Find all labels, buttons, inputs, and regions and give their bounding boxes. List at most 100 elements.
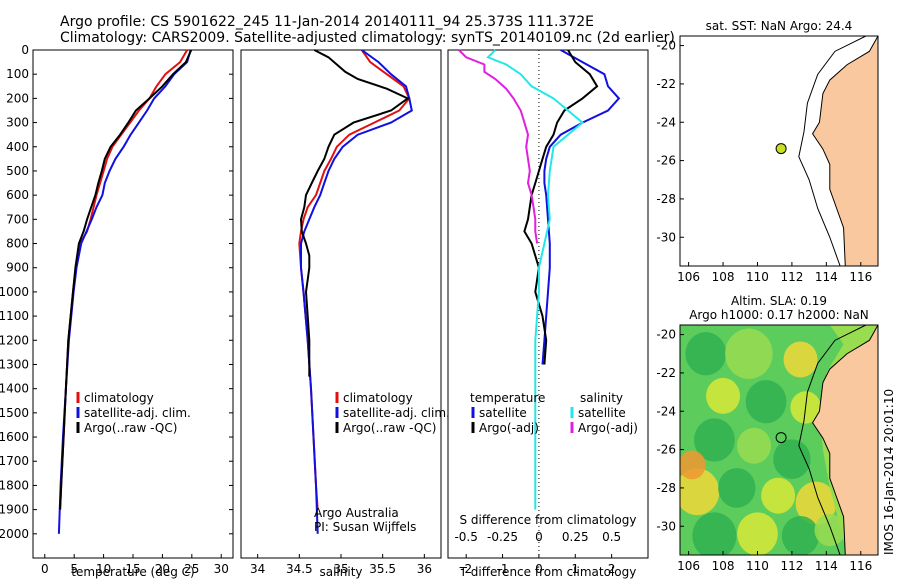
legend-label: satellite-adj. clim.	[343, 406, 450, 420]
x-tick-label-top: -0.25	[487, 530, 518, 544]
map-title: Argo h1000: 0.17 h2000: NaN	[689, 308, 869, 322]
imos-timestamp: IMOS 16-Jan-2014 20:01:10	[882, 389, 896, 555]
x-tick-label: 2	[608, 562, 616, 576]
y-tick-label: -26	[656, 443, 676, 457]
profile-location-marker	[775, 432, 787, 444]
sla-patch	[737, 427, 772, 464]
y-tick-label: 0	[21, 43, 29, 57]
x-tick-label-top: 0.25	[562, 530, 589, 544]
title-line-2: Climatology: CARS2009. Satellite-adjuste…	[60, 30, 675, 46]
y-tick-label: 1300	[0, 357, 29, 371]
y-tick-label: 1700	[0, 454, 29, 468]
salinity-panel: 34 34.5 35 35.5 36 salinity climatologysatelli…	[240, 49, 450, 579]
x-axis-label: T difference from climatology	[459, 565, 637, 579]
map-body	[680, 325, 878, 555]
series-line	[298, 49, 411, 510]
x-tick-label: 116	[849, 559, 872, 573]
y-tick-label: -24	[656, 115, 676, 129]
x-tick-label: 34	[250, 562, 265, 576]
x-tick-label: 36	[417, 562, 432, 576]
legend-label: satellite-adj. clim.	[84, 406, 191, 420]
y-tick-label: -30	[656, 230, 676, 244]
series-line	[458, 49, 539, 244]
legend-label: climatology	[84, 391, 154, 405]
y-tick-label: 1900	[0, 503, 29, 517]
x-tick-label-top: 0.5	[602, 530, 621, 544]
x-tick-label: 110	[746, 559, 769, 573]
y-tick-label: -20	[656, 39, 676, 53]
y-tick-label: -26	[656, 154, 676, 168]
x-tick-label: 5	[70, 562, 78, 576]
sla-patch	[795, 481, 837, 525]
legend-label: Argo(..raw -QC)	[343, 421, 436, 435]
sla-patch	[725, 328, 773, 379]
x-tick-label: 25	[184, 562, 199, 576]
legend-header: temperature	[470, 391, 545, 405]
legend-label: satellite	[578, 406, 626, 420]
x-tick-label-top: -0.5	[454, 530, 477, 544]
legend-header: salinity	[580, 391, 623, 405]
isobath-line	[798, 325, 867, 555]
series-line	[57, 49, 192, 534]
x-tick-label: 35.5	[369, 562, 396, 576]
sst-map-panel: 106 108 110 112 114 116 -20 -22 -24 -26 -28 -30 sat.…	[656, 19, 879, 284]
legend-label: Argo(-adj)	[578, 421, 638, 435]
y-tick-label: 1400	[0, 382, 29, 396]
land-mass	[811, 325, 878, 555]
x-tick-label: 114	[815, 559, 838, 573]
x-tick-label: -2	[460, 562, 472, 576]
sla-patch	[694, 418, 735, 462]
sla-patch	[680, 468, 720, 516]
series-line	[486, 49, 585, 510]
p1-frame	[240, 49, 442, 559]
isobath-line	[798, 36, 867, 266]
y-tick-label: 1000	[0, 285, 29, 299]
title-line-1: Argo profile: CS 5901622_245 11-Jan-2014…	[60, 14, 594, 30]
x-tick-label: 108	[712, 270, 735, 284]
p3-frame	[679, 35, 879, 267]
p2-frame	[447, 49, 649, 559]
land-mass	[811, 36, 878, 266]
sla-patch	[692, 512, 737, 555]
x-tick-label: 112	[780, 270, 803, 284]
x-axis-label: salinity	[319, 565, 362, 579]
y-tick-label: 300	[6, 116, 29, 130]
x-tick-label: 106	[677, 559, 700, 573]
y-tick-label: -24	[656, 404, 676, 418]
y-tick-label: 600	[6, 188, 29, 202]
y-tick-label: 800	[6, 237, 29, 251]
sla-patch	[680, 450, 706, 480]
x-axis-label: temperature (deg C)	[71, 565, 194, 579]
y-tick-label: 500	[6, 164, 29, 178]
sla-patch	[685, 332, 727, 376]
profile-location-marker	[775, 143, 787, 155]
y-tick-label: 1200	[0, 333, 29, 347]
sla-patch	[773, 439, 811, 479]
x-tick-label: 20	[155, 562, 170, 576]
y-tick-label: -28	[656, 192, 676, 206]
series-line	[59, 49, 188, 510]
map-body	[798, 36, 878, 266]
sla-patch	[745, 380, 787, 424]
sla-patch	[718, 468, 756, 508]
legend-label: climatology	[343, 391, 413, 405]
temperature-panel: 0100200300400500600700800900100011001200…	[0, 43, 234, 579]
annotation-line: PI: Susan Wijffels	[314, 520, 416, 534]
chart-title: S difference from climatology	[460, 513, 637, 527]
x-tick-label-top: 0	[535, 530, 543, 544]
y-tick-label: 1100	[0, 309, 29, 323]
y-tick-label: -20	[656, 328, 676, 342]
x-tick-label: 114	[815, 270, 838, 284]
y-tick-label: -22	[656, 366, 676, 380]
sla-patch	[814, 513, 846, 547]
x-tick-label: 30	[214, 562, 229, 576]
y-tick-label: 2000	[0, 527, 29, 541]
x-tick-label: 35	[333, 562, 348, 576]
p0-frame	[32, 49, 234, 559]
x-tick-label: 0	[41, 562, 49, 576]
y-tick-label: 400	[6, 140, 29, 154]
x-tick-label: 1	[571, 562, 579, 576]
x-tick-label: 116	[849, 270, 872, 284]
annotation-line: Argo Australia	[314, 506, 399, 520]
